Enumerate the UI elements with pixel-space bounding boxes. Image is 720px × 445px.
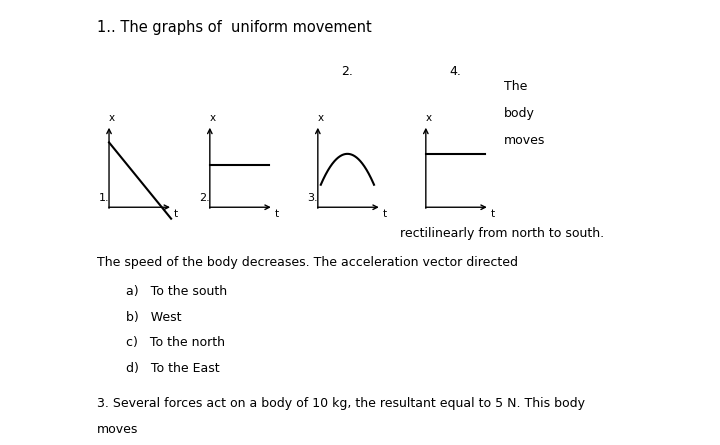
Text: The speed of the body decreases. The acceleration vector directed: The speed of the body decreases. The acc… (97, 256, 518, 269)
Text: 2.: 2. (341, 65, 354, 78)
Text: moves: moves (97, 423, 138, 436)
Text: x: x (318, 113, 324, 123)
Text: t: t (383, 209, 387, 219)
Text: 3. Several forces act on a body of 10 kg, the resultant equal to 5 N. This body: 3. Several forces act on a body of 10 kg… (97, 397, 585, 410)
Text: x: x (210, 113, 216, 123)
Text: t: t (491, 209, 495, 219)
Text: c)   To the north: c) To the north (126, 336, 225, 349)
Text: 3.: 3. (307, 194, 318, 203)
Text: d)   To the East: d) To the East (126, 362, 220, 375)
Text: x: x (426, 113, 432, 123)
Text: t: t (174, 209, 179, 219)
Text: b)   West: b) West (126, 311, 181, 324)
Text: 1.. The graphs of  uniform movement: 1.. The graphs of uniform movement (97, 20, 372, 35)
Text: x: x (109, 113, 115, 123)
Text: moves: moves (504, 134, 545, 147)
Text: The: The (504, 81, 527, 93)
Text: a)   To the south: a) To the south (126, 285, 227, 298)
Text: 4.: 4. (449, 65, 462, 78)
Text: t: t (275, 209, 279, 219)
Text: 2.: 2. (199, 194, 210, 203)
Text: body: body (504, 107, 535, 120)
Text: 1.: 1. (99, 194, 109, 203)
Text: rectilinearly from north to south.: rectilinearly from north to south. (400, 227, 604, 240)
